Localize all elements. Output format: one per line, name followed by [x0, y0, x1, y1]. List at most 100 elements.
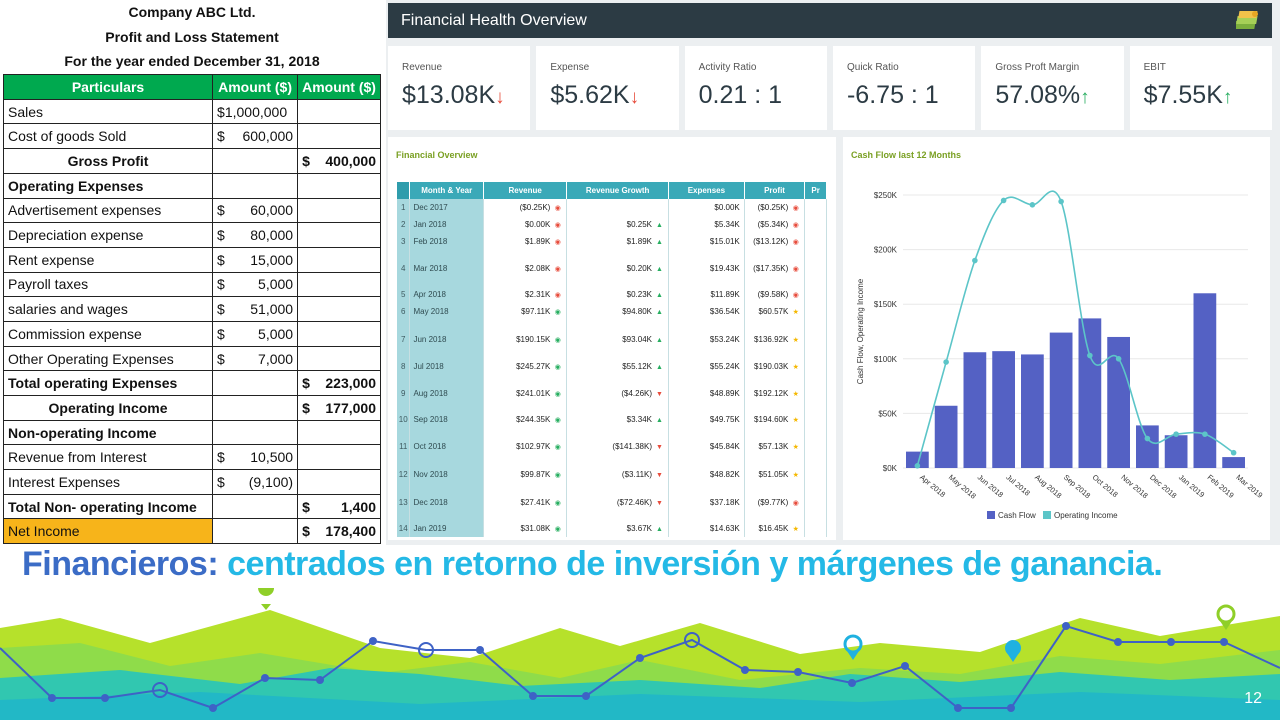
statement-row: Commission expense $5,000: [2, 320, 381, 347]
row-pr: [804, 250, 827, 286]
slide-caption: Financieros: centrados en retorno de inv…: [22, 545, 1163, 584]
row-amount-2: [297, 444, 381, 471]
neutral-star-icon: ★: [792, 471, 799, 479]
row-month: Sep 2018: [409, 411, 485, 428]
header-amount-2: Amount ($): [297, 74, 381, 100]
row-label: Operating Expenses: [2, 172, 214, 199]
row-month: Dec 2017: [409, 199, 485, 216]
row-profit: ($9.77K) ◉: [744, 484, 806, 520]
overview-row: 12 Nov 2018 $99.87K ◉ ($3.11K) ▼ $48.82K $51.05…: [397, 464, 827, 484]
statement-period: For the year ended December 31, 2018: [64, 53, 320, 70]
operating-income-point: [1173, 431, 1179, 437]
row-label: Total operating Expenses: [2, 370, 214, 397]
cash-flow-bar: [1078, 318, 1102, 468]
overview-row: 3 Feb 2018 $1.89K ◉ $1.89K ▲ $15.01K ($13.12K) ◉: [397, 233, 827, 250]
positive-dot-icon: ◉: [554, 309, 561, 316]
row-month: Jul 2018: [409, 358, 485, 375]
row-month: Oct 2018: [409, 428, 485, 464]
index-header: [397, 182, 411, 199]
row-label: Other Operating Expenses: [2, 345, 214, 372]
row-month: Jun 2018: [409, 320, 485, 358]
row-growth: $93.04K ▲: [566, 320, 670, 358]
row-growth: $0.23K ▲: [566, 286, 670, 303]
row-amount-1: [212, 518, 299, 545]
row-amount-2: $178,400: [297, 518, 381, 545]
row-growth: [566, 199, 670, 216]
cash-flow-bar: [906, 451, 929, 468]
x-tick-label: Sep 2018: [1062, 473, 1092, 501]
row-amount-2: [297, 98, 381, 125]
kpi-card: Expense $5.62K↓: [536, 46, 679, 130]
row-label: Advertisement expenses: [2, 197, 214, 224]
row-revenue: $190.15K ◉: [483, 320, 568, 358]
statement-row: Operating Income $177,000: [2, 395, 381, 421]
neutral-star-icon: ★: [792, 309, 799, 316]
row-revenue: $27.41K ◉: [483, 484, 568, 520]
row-amount-1: $51,000: [212, 296, 299, 322]
row-index: 8: [397, 358, 411, 375]
statement-row: Depreciation expense $80,000: [2, 222, 381, 248]
x-tick-label: Dec 2018: [1148, 473, 1178, 501]
row-label: Rent expense: [2, 246, 214, 273]
kpi-card: Revenue $13.08K↓: [388, 46, 531, 130]
y-tick-label: $100K: [874, 355, 898, 364]
statement-row: Net Income $178,400: [2, 518, 381, 545]
row-pr: [804, 464, 827, 484]
row-amount-2: [297, 246, 381, 273]
kpi-value: -6.75 : 1: [846, 81, 939, 109]
x-tick-label: Jan 2019: [1177, 473, 1206, 500]
row-revenue: $97.11K ◉: [483, 303, 568, 320]
caption-text: centrados en retorno de inversión y márg…: [227, 545, 1163, 583]
row-amount-2: [297, 123, 381, 150]
row-index: 5: [397, 286, 411, 303]
col-revenue: Revenue: [483, 182, 568, 199]
row-amount-1: $5,000: [212, 271, 299, 298]
negative-dot-icon: ◉: [554, 292, 561, 299]
neutral-star-icon: ★: [792, 526, 799, 533]
row-amount-1: $10,500: [212, 444, 299, 471]
row-pr: [804, 411, 827, 428]
operating-income-point: [1202, 431, 1208, 437]
cash-flow-bar: [1164, 435, 1188, 468]
row-pr: [804, 216, 827, 233]
row-expenses: $0.00K: [668, 199, 745, 216]
row-month: Jan 2019: [409, 520, 485, 537]
row-growth: $3.34K ▲: [566, 411, 670, 428]
row-index: 2: [397, 216, 411, 233]
row-pr: [804, 520, 827, 537]
row-revenue: $2.08K ◉: [483, 250, 568, 286]
row-growth: $1.89K ▲: [566, 233, 670, 250]
row-pr: [804, 320, 827, 358]
row-amount-1: $ (9,100): [212, 469, 299, 495]
statement-row: Total Non- operating Income $1,400: [2, 493, 381, 520]
row-label: Gross Profit: [2, 148, 214, 174]
row-amount-1: $1,000,000: [212, 98, 299, 125]
row-growth: $55.12K ▲: [566, 358, 670, 375]
statement-row: Advertisement expenses $60,000: [2, 197, 381, 224]
neutral-star-icon: ★: [792, 417, 799, 424]
positive-dot-icon: ◉: [554, 364, 561, 371]
row-expenses: $11.89K: [668, 286, 745, 303]
row-index: 10: [397, 411, 411, 428]
row-growth: ($4.26K) ▼: [566, 375, 670, 411]
row-amount-1: $600,000: [212, 123, 299, 150]
row-profit: ($5.34K) ◉: [744, 216, 806, 233]
row-amount-2: $223,000: [297, 370, 381, 397]
growth-up-icon: ▲: [656, 292, 663, 299]
row-label: Commission expense: [2, 320, 214, 347]
statement-row: Rent expense $15,000: [2, 246, 381, 273]
row-expenses: $37.18K: [668, 484, 745, 520]
row-amount-2: [297, 222, 381, 248]
row-label: Non-operating Income: [2, 419, 214, 446]
row-revenue: $31.08K ◉: [483, 520, 568, 537]
kpi-value: $13.08K↓: [402, 81, 505, 109]
positive-dot-icon: ◉: [554, 499, 561, 507]
statement-row: Total operating Expenses $223,000: [2, 370, 381, 397]
statement-row: Sales $1,000,000: [2, 98, 381, 125]
cash-flow-bar: [1049, 332, 1073, 468]
kpi-label: Quick Ratio: [846, 62, 899, 73]
row-revenue: $1.89K ◉: [483, 233, 568, 250]
row-revenue: ($0.25K) ◉: [483, 199, 568, 216]
y-tick-label: $50K: [878, 409, 897, 418]
dashboard-title: Financial Health Overview: [401, 12, 587, 29]
